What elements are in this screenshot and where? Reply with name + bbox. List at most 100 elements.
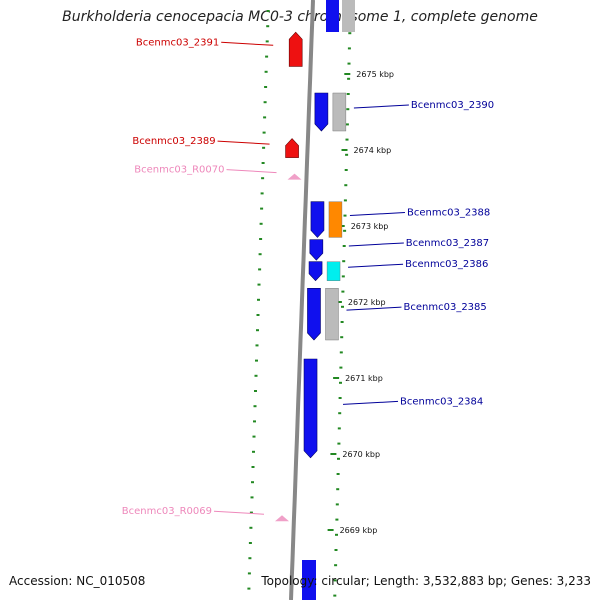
outer-tick [343,214,347,217]
inner-tick [266,25,270,28]
outer-tick [341,305,344,308]
gene-block-Bcenmc03_2385[interactable] [307,288,321,341]
kbp-tick-label: 2672 kbp [348,298,386,307]
gene-label-Bcenmc03_2386[interactable]: Bcenmc03_2386 [405,259,488,270]
inner-tick [262,146,266,149]
outer-tick [347,62,351,65]
outer-tick [334,564,338,567]
kbp-tick-mark [333,377,340,379]
topology-text: Topology: circular; Length: 3,532,883 bp… [261,574,591,588]
inner-tick [266,10,270,12]
inner-tick [258,268,262,271]
outer-tick [333,579,337,582]
inner-tick [254,374,258,377]
inner-tick [259,222,263,225]
outer-tick [338,412,342,415]
inner-tick [254,390,257,392]
gene-block-Bcenmc03_2387[interactable] [309,239,324,261]
gene-label-Bcenmc03_2391[interactable]: Bcenmc03_2391 [136,37,219,48]
outer-tick [337,457,340,460]
inner-tick [251,481,254,484]
outer-tick [341,290,345,293]
inner-tick [259,238,263,240]
outer-tick [337,442,341,445]
gene-block-Bcenmc03_2389[interactable] [285,138,299,158]
outer-tick [348,32,352,35]
inner-tick [255,359,258,362]
outer-tick [343,199,347,202]
inner-tick [264,70,268,73]
gene-block-Bcenmc03_2384[interactable] [303,358,318,459]
inner-tick [265,40,269,43]
gene-label-Bcenmc03_2389[interactable]: Bcenmc03_2389 [132,136,215,147]
inner-tick [265,55,269,58]
outer-tick [339,381,342,384]
gene-leader-line [353,104,409,109]
gene-leader-line [346,306,402,311]
outer-tick [338,397,342,399]
inner-tick [256,329,259,332]
kbp-tick-label: 2673 kbp [351,222,389,231]
gene-label-Bcenmc03_R0069[interactable]: Bcenmc03_R0069 [122,506,212,517]
outer-tick [344,184,348,187]
inner-tick [253,420,256,423]
kbp-tick-label: 2674 kbp [354,146,392,155]
inner-tick [248,557,252,560]
feature-track-block [332,92,347,132]
gene-label-Bcenmc03_2390[interactable]: Bcenmc03_2390 [411,100,494,111]
inner-tick [252,450,255,453]
inner-tick [255,344,259,347]
inner-tick [247,572,251,575]
gene-leader-line [226,169,277,174]
inner-tick [260,192,264,195]
inner-tick [258,253,262,256]
gene-block-Bcenmc03_2391[interactable] [288,31,303,67]
gene-block-Bcenmc03_2388[interactable] [310,201,325,238]
gene-leader-line [349,212,405,217]
map-title: Burkholderia cenocepacia MC0-3 chromosom… [62,9,538,25]
rna-marker-Bcenmc03_R0069[interactable] [274,515,289,522]
feature-track-block [325,288,339,341]
outer-tick [345,153,349,156]
inner-tick [263,116,267,119]
outer-tick [334,549,338,551]
gene-block-Bcenmc03_2386[interactable] [308,261,323,282]
gene-block-Bcenmc03_2390[interactable] [314,92,329,132]
outer-tick [344,169,348,171]
feature-track-block [342,0,355,32]
kbp-tick-label: 2669 kbp [340,526,378,535]
gene-label-Bcenmc03_2387[interactable]: Bcenmc03_2387 [406,238,489,249]
feature-track-block [326,261,341,281]
outer-tick [337,427,341,430]
gene-label-Bcenmc03_2384[interactable]: Bcenmc03_2384 [400,396,483,407]
gene-leader-line [342,400,399,405]
gene-leader-line [348,242,404,247]
outer-tick [342,245,346,247]
outer-tick [340,336,344,339]
outer-tick [342,260,346,263]
kbp-tick-mark [344,73,351,75]
inner-tick [250,496,254,499]
gene-leader-line [348,263,404,268]
rna-marker-Bcenmc03_R0070[interactable] [287,173,302,180]
gene-label-Bcenmc03_2385[interactable]: Bcenmc03_2385 [404,302,487,313]
outer-tick [345,138,349,141]
gene-label-Bcenmc03_2388[interactable]: Bcenmc03_2388 [407,208,490,219]
outer-tick [343,229,347,232]
kbp-tick-label: 2675 kbp [356,70,394,79]
gene-label-Bcenmc03_R0070[interactable]: Bcenmc03_R0070 [134,165,224,176]
outer-tick [347,47,351,50]
kbp-tick-mark [330,453,337,455]
kbp-tick-mark [341,149,348,151]
inner-tick [257,283,261,286]
inner-tick [263,101,267,104]
inner-tick [249,511,253,514]
inner-tick [257,298,260,301]
inner-tick [264,86,268,88]
accession-text: Accession: NC_010508 [9,574,146,588]
gene-leader-line [221,41,274,46]
kbp-tick-mark [327,529,334,531]
inner-tick [247,587,251,590]
